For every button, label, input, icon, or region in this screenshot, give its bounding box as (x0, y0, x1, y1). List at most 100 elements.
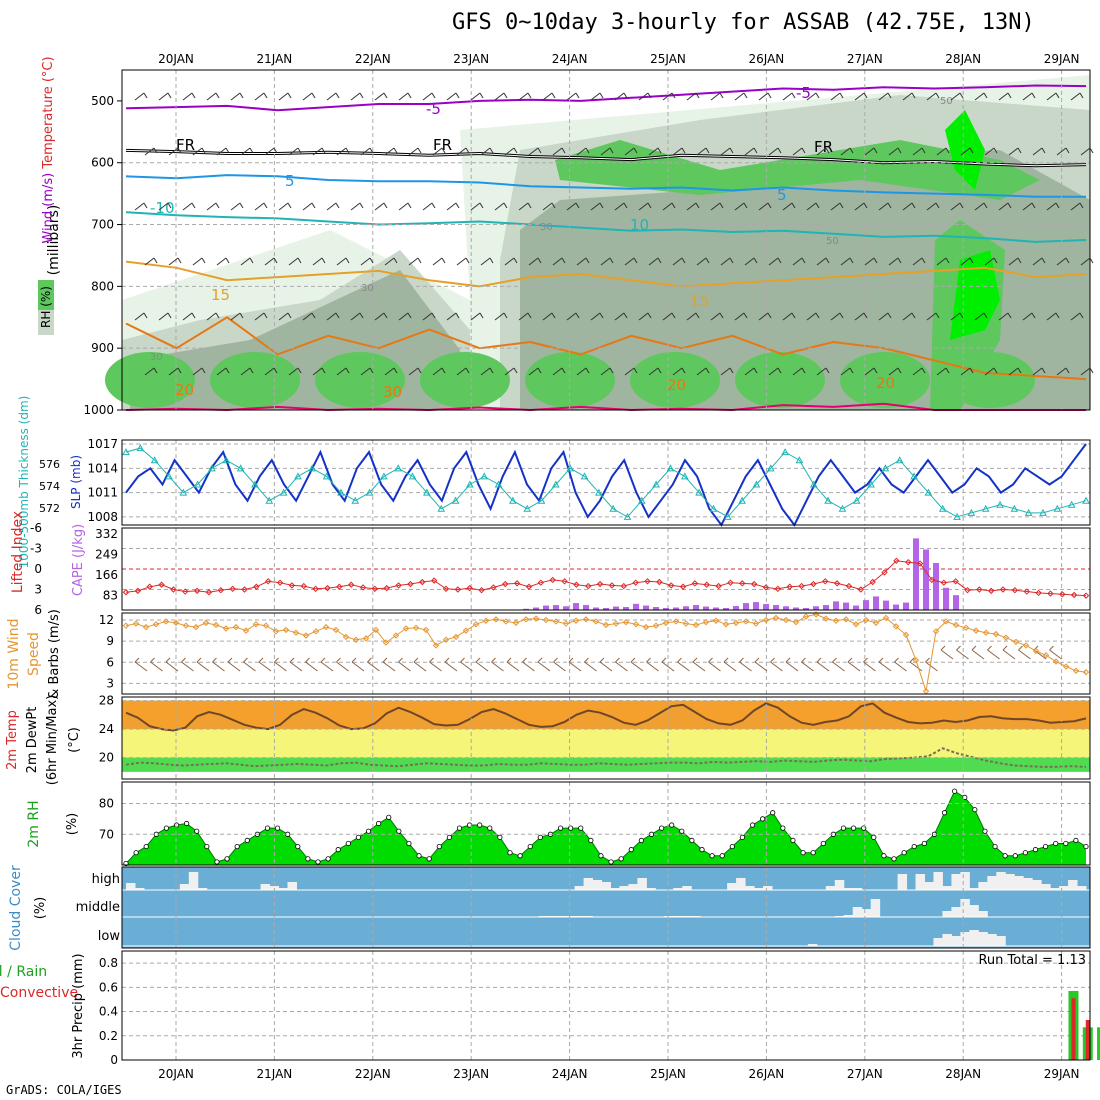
temp-band (122, 729, 1090, 758)
wind-barb (720, 147, 731, 156)
wind-barb-flag (959, 92, 964, 99)
wind-barb (552, 367, 563, 376)
cloud-block-low (969, 930, 979, 946)
wind-barb (1046, 312, 1057, 321)
surface-wind-barb (847, 661, 861, 672)
lifted-index-marker (573, 581, 580, 588)
cloud-block-low (996, 936, 1006, 946)
wind-barb-flag (369, 257, 374, 264)
wind-barb-flag (1065, 257, 1070, 264)
wind-barb-flag (335, 92, 340, 99)
rh2m-marker (669, 822, 675, 828)
isotherm-fr-inner (125, 149, 1087, 167)
wind-barb (518, 312, 529, 321)
wind-speed-marker (442, 636, 450, 643)
wind-barb-flag (1065, 367, 1070, 374)
wind-barb-flag (1031, 312, 1036, 319)
wind-barb (384, 257, 395, 266)
thickness-marker (738, 496, 746, 504)
cape-bar (863, 600, 869, 610)
wind-barb (230, 202, 241, 211)
top-date-label: 22JAN (355, 52, 391, 66)
rh-legend: RH (%) (39, 286, 53, 328)
thickness-tick-label: 574 (39, 480, 60, 493)
temp-tick-label: 28 (99, 694, 114, 708)
rh2m-marker (608, 859, 614, 865)
wind-barb (696, 257, 707, 266)
wind-speed-marker (662, 619, 670, 627)
surface-wind-barb-flag (413, 657, 419, 663)
wind-barb-flag (417, 147, 422, 154)
thickness-marker (165, 472, 173, 480)
wind-barb (696, 147, 707, 156)
cloud-frame (121, 866, 1091, 949)
thickness-marker (953, 512, 961, 520)
wind-speed-marker (172, 619, 180, 627)
wind-barb (912, 367, 923, 376)
cloud-block-high (197, 888, 208, 890)
wind-barb (422, 92, 433, 101)
wind-barb (254, 312, 265, 321)
wind-barb (158, 312, 169, 321)
contour-label: 10 (630, 216, 649, 234)
precip-tick-label: 0.6 (99, 980, 118, 994)
wind-barb (1056, 257, 1067, 266)
wind-speed-marker (742, 618, 750, 625)
wind-barb-flag (911, 312, 916, 319)
cape-tick-label: 332 (95, 527, 118, 541)
thickness-marker (236, 464, 245, 472)
wind-barb-flag (657, 257, 662, 264)
wind-barb-flag (153, 147, 158, 154)
wind-barb-flag (1017, 257, 1022, 264)
wind-barb (480, 367, 491, 376)
cape-bar (723, 608, 729, 610)
cloud-block-high (188, 872, 199, 890)
wind-speed-marker (782, 616, 790, 624)
rh2m-marker (345, 840, 351, 847)
wind-barb (360, 367, 371, 376)
cloud-block-high (619, 886, 629, 890)
cloud-block-high (646, 888, 656, 890)
wind-barb (288, 367, 299, 376)
rh2m-marker (335, 847, 341, 853)
wind-barb-flag (311, 202, 316, 209)
thickness-marker (824, 496, 832, 504)
wind-barb (686, 92, 697, 101)
wind-barb (830, 312, 841, 321)
wind-speed-marker (282, 626, 290, 634)
lifted-index-marker (324, 584, 331, 592)
wind-speed-marker (1042, 652, 1050, 659)
surface-wind-barb-flag (491, 657, 496, 663)
wind-barb (144, 367, 155, 376)
wind-barb-flag (671, 312, 676, 319)
rh2m-marker (952, 788, 958, 794)
rh-shade (945, 110, 985, 190)
wind-barb (192, 367, 203, 376)
surface-wind-barb-flag (258, 657, 264, 663)
wind-barb (648, 367, 659, 376)
precip-frame (121, 950, 1091, 1061)
cape-bar (653, 607, 659, 610)
thickness-marker (351, 496, 360, 504)
surface-wind-barb-flag (692, 657, 698, 663)
wind-barb-flag (609, 147, 614, 154)
wind-barb-flag (287, 312, 292, 319)
precip-axis-title: 3hr Precip (mm) (71, 953, 86, 1058)
wind-speed-marker (242, 627, 250, 634)
lifted-index-marker (1047, 590, 1054, 597)
surface-wind-barb-flag (351, 657, 357, 663)
pressure-tick-label: 1000 (83, 403, 114, 417)
wind-barb-flag (1007, 202, 1012, 209)
cape-bar (913, 538, 919, 610)
cape-tick-label: 166 (95, 568, 118, 582)
lifted-index-marker (762, 584, 770, 591)
wind-barb-flag (969, 257, 974, 264)
rh2m-marker (133, 850, 139, 856)
wind-speed-marker (312, 628, 320, 635)
wind-barb-flag (225, 147, 230, 154)
wind-barb-flag (345, 147, 350, 154)
wind-barb (1022, 312, 1033, 321)
rh2m-marker (234, 843, 240, 850)
upper-air-bottom-mask (122, 410, 1090, 412)
